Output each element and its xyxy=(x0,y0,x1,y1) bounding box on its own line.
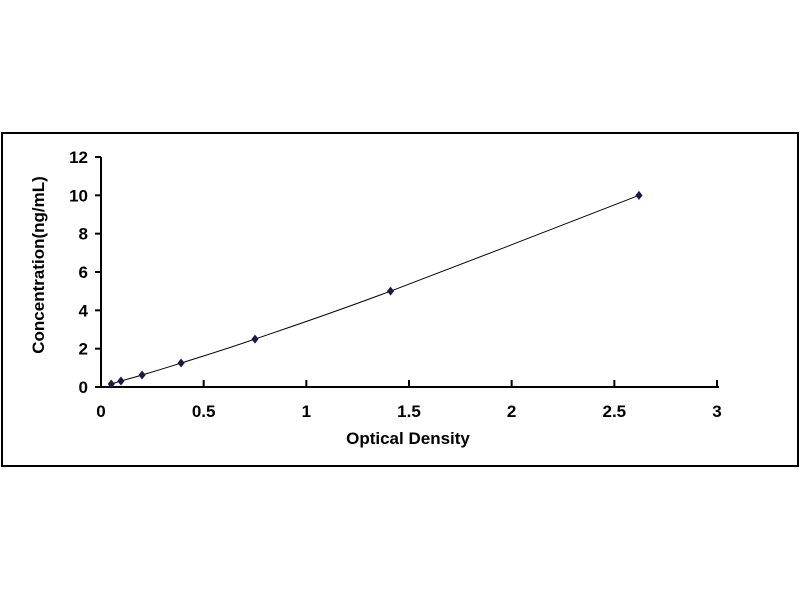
y-tick-label: 12 xyxy=(69,148,88,167)
y-tick-label: 6 xyxy=(79,263,88,282)
data-point xyxy=(117,376,125,386)
x-tick-label: 0 xyxy=(96,402,105,421)
y-tick-label: 0 xyxy=(79,378,88,397)
x-axis-label: Optical Density xyxy=(346,429,470,448)
x-tick-label: 3 xyxy=(712,402,721,421)
x-tick-label: 2 xyxy=(507,402,516,421)
data-point xyxy=(251,334,259,344)
x-tick-label: 2.5 xyxy=(603,402,627,421)
x-tick-label: 0.5 xyxy=(192,402,216,421)
data-point xyxy=(107,379,115,389)
chart-frame xyxy=(1,132,799,467)
data-point xyxy=(386,286,395,296)
y-tick-label: 2 xyxy=(79,340,88,359)
y-tick-label: 10 xyxy=(69,186,88,205)
y-tick-label: 4 xyxy=(79,301,89,320)
data-point xyxy=(177,358,185,368)
data-point xyxy=(635,190,643,200)
y-tick-label: 8 xyxy=(79,225,88,244)
y-axis-label: Concentration(ng/mL) xyxy=(29,176,48,354)
x-tick-label: 1 xyxy=(302,402,311,421)
x-tick-label: 1.5 xyxy=(397,402,421,421)
data-point xyxy=(138,370,146,380)
